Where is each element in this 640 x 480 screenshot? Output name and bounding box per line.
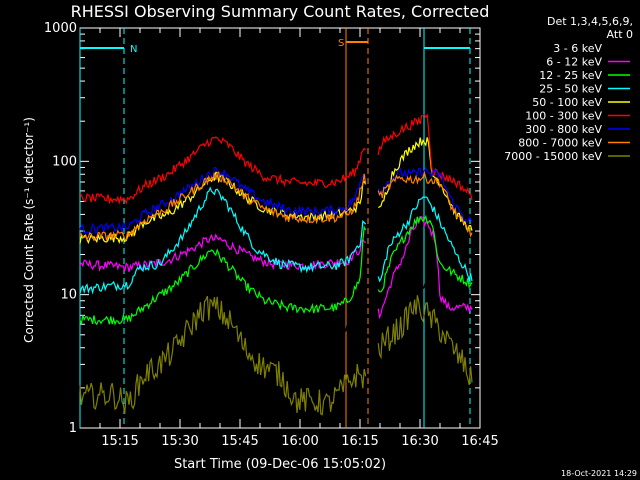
series-line-5: [79, 136, 367, 205]
series-line-0: [143, 268, 366, 349]
night-flag-label: N: [130, 44, 137, 55]
chart-title: RHESSI Observing Summary Count Rates, Co…: [71, 2, 490, 21]
series-line-1: [79, 233, 366, 272]
series-line-2: [79, 225, 367, 326]
series-line-3: [79, 186, 367, 295]
series-line-0: [378, 267, 440, 370]
series-line-6: [377, 166, 473, 223]
x-tick-label: 16:15: [341, 434, 378, 449]
x-tick-label: 16:00: [281, 434, 318, 449]
saa-flag-label: S: [338, 38, 344, 49]
legend-label: 800 - 7000 keV: [518, 137, 602, 150]
y-tick-label: 1000: [44, 21, 77, 36]
series-line-8: [79, 295, 367, 416]
series-line-2: [377, 214, 473, 293]
series-line-7: [79, 171, 367, 242]
legend-label: 300 - 800 keV: [525, 123, 602, 136]
x-axis-label: Start Time (09-Dec-06 15:05:02): [174, 457, 386, 472]
legend-label: 7000 - 15000 keV: [504, 150, 602, 163]
y-tick-label: 100: [52, 154, 77, 169]
legend-label: 3 - 6 keV: [553, 42, 602, 55]
plot-frame: [79, 27, 481, 429]
x-tick-label: 15:45: [221, 434, 258, 449]
plot-area: 1 10 100 1000 15:15 15:30 15:45 16:00 16:15 16:30…: [44, 21, 499, 449]
legend-label: 50 - 100 keV: [532, 96, 602, 109]
x-tick-label: 16:30: [401, 434, 438, 449]
legend-header-line-1: Det 1,3,4,5,6,9,: [547, 15, 633, 28]
y-tick-label: 1: [69, 421, 77, 436]
legend-header-line-2: Att 0: [607, 28, 633, 41]
series-line-1: [377, 216, 473, 320]
series-line-7: [377, 170, 473, 238]
legend-label: 25 - 50 keV: [539, 83, 602, 96]
y-axis-label: Corrected Count Rate (s⁻¹ detector⁻¹): [22, 117, 36, 343]
x-tick-label: 15:15: [101, 434, 138, 449]
legend-label: 12 - 25 keV: [539, 69, 602, 82]
series-line-8: [377, 295, 473, 386]
y-tick-label: 10: [60, 288, 77, 303]
footer-timestamp: 18-Oct-2021 14:29: [561, 469, 637, 478]
x-tick-label: 16:45: [461, 434, 498, 449]
legend-label: 6 - 12 keV: [546, 56, 602, 69]
x-tick-label: 15:30: [161, 434, 198, 449]
series-line-5: [377, 113, 473, 201]
series-line-3: [377, 196, 473, 283]
legend-label: 100 - 300 keV: [525, 110, 602, 123]
